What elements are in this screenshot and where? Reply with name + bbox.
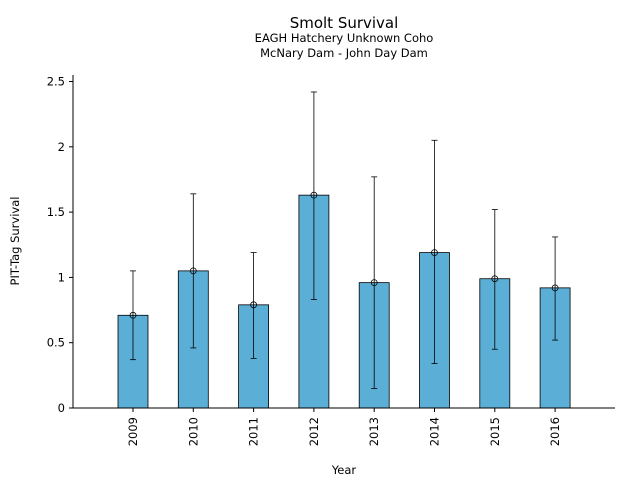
point-marker-2014 <box>431 249 438 257</box>
y-tick-label: 0 <box>58 401 65 415</box>
chart-subtitle-line-1: EAGH Hatchery Unknown Coho <box>255 31 434 45</box>
y-tick-label: 2 <box>58 140 65 154</box>
x-tick-label: 2010 <box>186 417 200 446</box>
chart-title: Smolt Survival <box>290 14 399 32</box>
point-marker-2011 <box>250 301 258 309</box>
y-tick-label: 1.5 <box>47 205 65 219</box>
y-tick-label: 0.5 <box>47 336 65 350</box>
chart-subtitle-line-2: McNary Dam - John Day Dam <box>260 46 428 60</box>
x-tick-label: 2016 <box>548 417 562 446</box>
x-tick-label: 2015 <box>488 417 502 446</box>
plot-area: 0 0.5 1 1.5 2 2.5 2009 2010 2011 2012 2013 2014 2015… <box>47 75 615 446</box>
point-marker-2010 <box>189 267 197 275</box>
y-tick-label: 2.5 <box>47 75 65 89</box>
x-axis-label: Year <box>331 463 357 477</box>
x-tick-label: 2009 <box>126 417 140 446</box>
x-tick-label: 2013 <box>367 417 381 446</box>
y-axis-label: PIT-Tag Survival <box>8 197 22 286</box>
point-marker-2009 <box>129 311 137 319</box>
point-marker-2013 <box>370 279 378 287</box>
x-tick-label: 2012 <box>307 417 321 446</box>
y-tick-label: 1 <box>58 270 65 284</box>
point-marker-2016 <box>551 284 559 292</box>
x-tick-label: 2011 <box>247 417 261 446</box>
point-marker-2012 <box>310 191 318 199</box>
x-tick-label: 2014 <box>428 417 442 446</box>
point-marker-2015 <box>491 275 499 283</box>
